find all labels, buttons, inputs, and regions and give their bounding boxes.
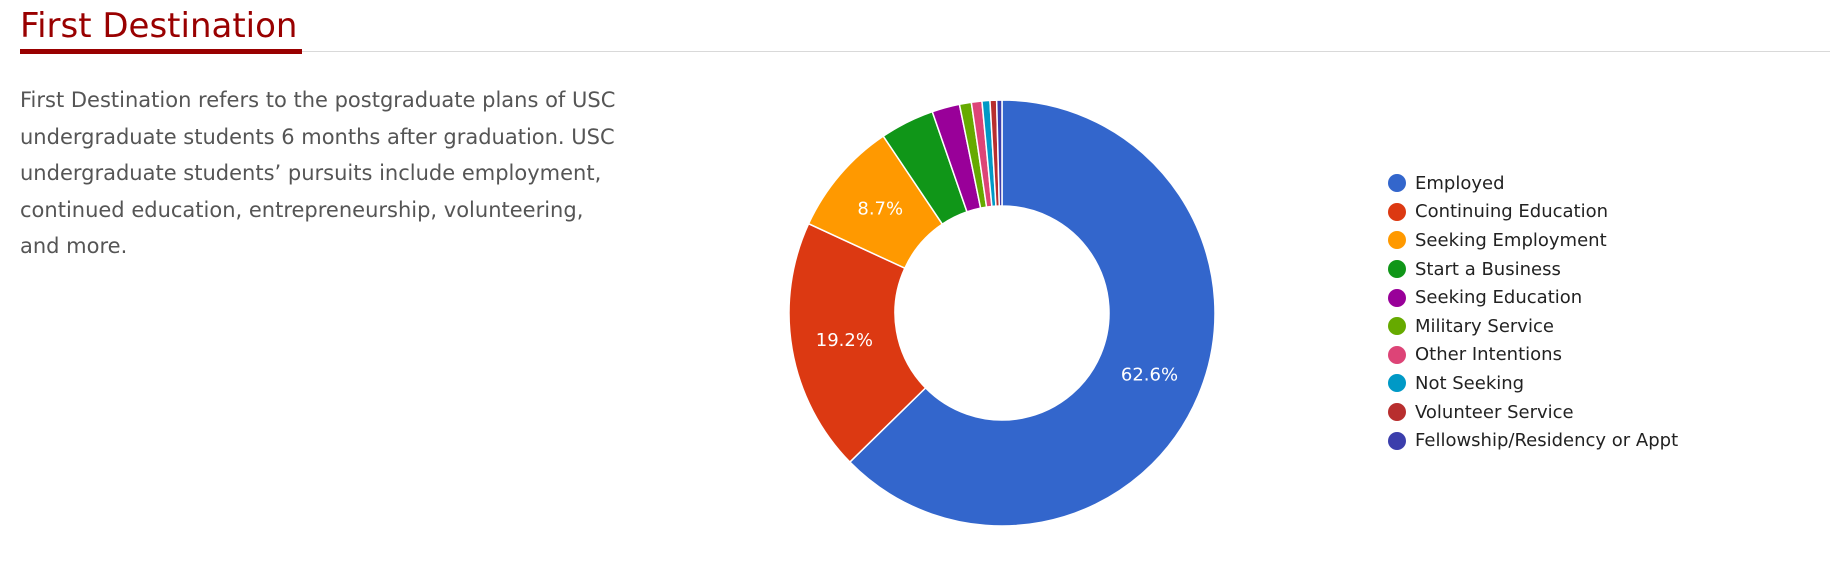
- legend-label: Continuing Education: [1415, 201, 1609, 223]
- legend-item-other-intentions[interactable]: Other Intentions: [1388, 341, 1678, 370]
- data-label-seeking-employment: 8.7%: [857, 199, 903, 220]
- legend-swatch-icon: [1388, 260, 1406, 279]
- title-divider: [20, 51, 1830, 52]
- legend-item-seeking-employment[interactable]: Seeking Employment: [1388, 226, 1678, 255]
- legend-swatch-icon: [1388, 374, 1406, 393]
- legend-item-continuing-education[interactable]: Continuing Education: [1388, 198, 1678, 227]
- legend-swatch-icon: [1388, 403, 1406, 422]
- legend-swatch-icon: [1388, 431, 1406, 450]
- legend-item-employed[interactable]: Employed: [1388, 169, 1678, 198]
- slices-group: [788, 99, 1216, 527]
- legend-swatch-icon: [1388, 317, 1406, 336]
- title-accent-underline: [20, 49, 302, 54]
- legend-label: Seeking Education: [1415, 287, 1583, 309]
- legend-swatch-icon: [1388, 231, 1406, 250]
- data-label-employed: 62.6%: [1121, 364, 1178, 385]
- slice-continuing-education[interactable]: [788, 222, 927, 464]
- section-title: First Destination: [20, 6, 298, 46]
- slice-fellowship-residency-or-appt[interactable]: [995, 99, 1003, 207]
- legend-swatch-icon: [1388, 202, 1406, 221]
- legend-label: Start a Business: [1415, 258, 1561, 280]
- chart-legend: Employed Continuing Education Seeking Empl…: [1388, 169, 1678, 455]
- legend-label: Employed: [1415, 172, 1505, 194]
- legend-item-seeking-education[interactable]: Seeking Education: [1388, 283, 1678, 312]
- legend-label: Seeking Employment: [1415, 229, 1607, 251]
- section-description: First Destination refers to the postgrad…: [20, 88, 616, 258]
- legend-label: Other Intentions: [1415, 344, 1562, 366]
- slice-employed[interactable]: [848, 99, 1216, 527]
- legend-swatch-icon: [1388, 288, 1406, 307]
- legend-item-fellowship-residency-or-appt[interactable]: Fellowship/Residency or Appt: [1388, 426, 1678, 455]
- legend-swatch-icon: [1388, 345, 1406, 364]
- data-label-continuing-education: 19.2%: [816, 330, 873, 351]
- legend-label: Volunteer Service: [1415, 401, 1574, 423]
- legend-item-not-seeking[interactable]: Not Seeking: [1388, 369, 1678, 398]
- legend-item-volunteer-service[interactable]: Volunteer Service: [1388, 398, 1678, 427]
- legend-item-military-service[interactable]: Military Service: [1388, 312, 1678, 341]
- legend-label: Military Service: [1415, 315, 1554, 337]
- legend-item-start-a-business[interactable]: Start a Business: [1388, 255, 1678, 284]
- legend-label: Fellowship/Residency or Appt: [1415, 430, 1679, 452]
- data-labels-group: 62.6% 19.2% 8.7%: [816, 199, 1178, 386]
- legend-label: Not Seeking: [1415, 372, 1525, 394]
- legend-swatch-icon: [1388, 174, 1406, 193]
